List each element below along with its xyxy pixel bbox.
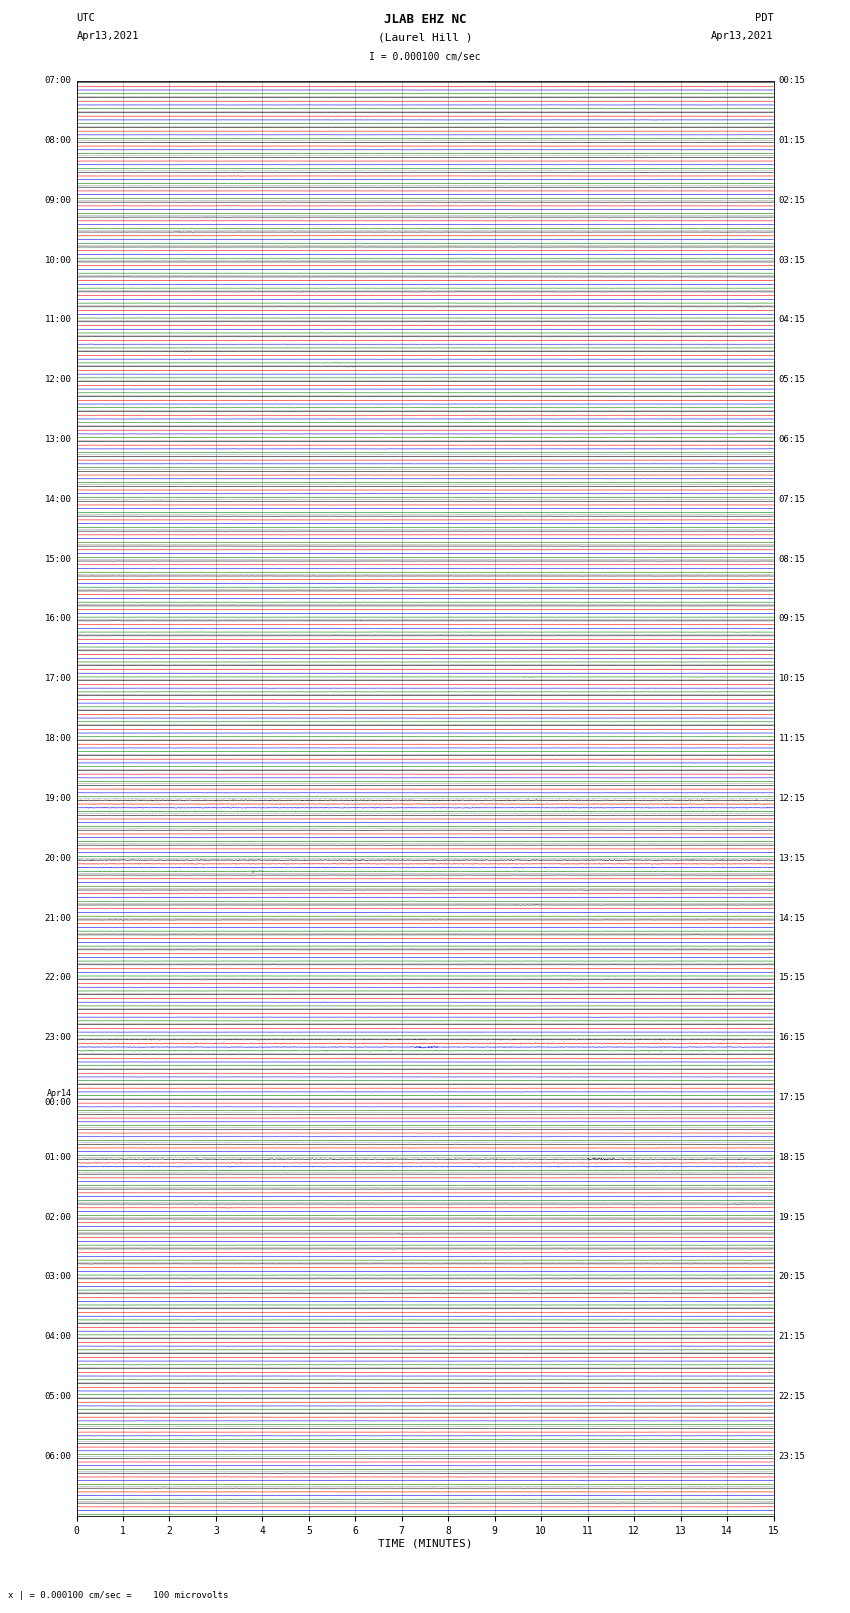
Text: PDT: PDT bbox=[755, 13, 774, 23]
Text: 09:15: 09:15 bbox=[779, 615, 806, 624]
Text: 16:00: 16:00 bbox=[44, 615, 71, 624]
Text: 21:15: 21:15 bbox=[779, 1332, 806, 1342]
Text: Apr13,2021: Apr13,2021 bbox=[711, 31, 774, 40]
Text: 22:15: 22:15 bbox=[779, 1392, 806, 1402]
Text: 05:00: 05:00 bbox=[44, 1392, 71, 1402]
Text: Apr13,2021: Apr13,2021 bbox=[76, 31, 139, 40]
Text: 20:00: 20:00 bbox=[44, 853, 71, 863]
Text: 13:00: 13:00 bbox=[44, 436, 71, 444]
Text: 06:00: 06:00 bbox=[44, 1452, 71, 1461]
Text: (Laurel Hill ): (Laurel Hill ) bbox=[377, 32, 473, 42]
Text: 17:15: 17:15 bbox=[779, 1094, 806, 1102]
X-axis label: TIME (MINUTES): TIME (MINUTES) bbox=[377, 1539, 473, 1548]
Text: 04:15: 04:15 bbox=[779, 316, 806, 324]
Text: 01:15: 01:15 bbox=[779, 135, 806, 145]
Text: 22:00: 22:00 bbox=[44, 973, 71, 982]
Text: 10:15: 10:15 bbox=[779, 674, 806, 684]
Text: 02:15: 02:15 bbox=[779, 195, 806, 205]
Text: 21:00: 21:00 bbox=[44, 913, 71, 923]
Text: 23:00: 23:00 bbox=[44, 1034, 71, 1042]
Text: 02:00: 02:00 bbox=[44, 1213, 71, 1221]
Text: 08:00: 08:00 bbox=[44, 135, 71, 145]
Text: 03:15: 03:15 bbox=[779, 255, 806, 265]
Text: 18:15: 18:15 bbox=[779, 1153, 806, 1161]
Text: x | = 0.000100 cm/sec =    100 microvolts: x | = 0.000100 cm/sec = 100 microvolts bbox=[8, 1590, 229, 1600]
Text: 00:15: 00:15 bbox=[779, 76, 806, 85]
Text: 16:15: 16:15 bbox=[779, 1034, 806, 1042]
Text: 07:00: 07:00 bbox=[44, 76, 71, 85]
Text: 14:15: 14:15 bbox=[779, 913, 806, 923]
Text: 17:00: 17:00 bbox=[44, 674, 71, 684]
Text: 19:00: 19:00 bbox=[44, 794, 71, 803]
Text: 04:00: 04:00 bbox=[44, 1332, 71, 1342]
Text: 06:15: 06:15 bbox=[779, 436, 806, 444]
Text: I = 0.000100 cm/sec: I = 0.000100 cm/sec bbox=[369, 52, 481, 61]
Text: 08:15: 08:15 bbox=[779, 555, 806, 563]
Text: 13:15: 13:15 bbox=[779, 853, 806, 863]
Text: 11:15: 11:15 bbox=[779, 734, 806, 744]
Text: 05:15: 05:15 bbox=[779, 376, 806, 384]
Text: JLAB EHZ NC: JLAB EHZ NC bbox=[383, 13, 467, 26]
Text: 20:15: 20:15 bbox=[779, 1273, 806, 1281]
Text: 15:00: 15:00 bbox=[44, 555, 71, 563]
Text: 11:00: 11:00 bbox=[44, 316, 71, 324]
Text: 14:00: 14:00 bbox=[44, 495, 71, 503]
Text: 12:15: 12:15 bbox=[779, 794, 806, 803]
Text: 10:00: 10:00 bbox=[44, 255, 71, 265]
Text: 23:15: 23:15 bbox=[779, 1452, 806, 1461]
Text: 09:00: 09:00 bbox=[44, 195, 71, 205]
Text: 01:00: 01:00 bbox=[44, 1153, 71, 1161]
Text: 19:15: 19:15 bbox=[779, 1213, 806, 1221]
Text: 00:00: 00:00 bbox=[44, 1097, 71, 1107]
Text: 07:15: 07:15 bbox=[779, 495, 806, 503]
Text: 18:00: 18:00 bbox=[44, 734, 71, 744]
Text: UTC: UTC bbox=[76, 13, 95, 23]
Text: 12:00: 12:00 bbox=[44, 376, 71, 384]
Text: 15:15: 15:15 bbox=[779, 973, 806, 982]
Text: Apr14: Apr14 bbox=[47, 1089, 71, 1097]
Text: 03:00: 03:00 bbox=[44, 1273, 71, 1281]
